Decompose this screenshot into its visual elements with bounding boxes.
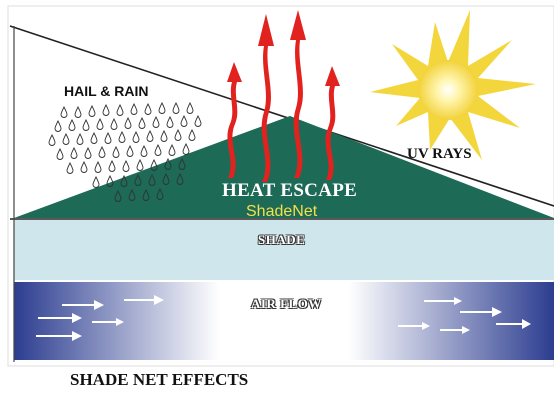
diagram-title: SHADE NET EFFECTS — [70, 370, 249, 389]
heat-escape-label: HEAT ESCAPE — [222, 180, 358, 201]
airflow-arrow-icons — [36, 295, 531, 341]
shade-label: SHADE — [258, 232, 306, 247]
uv-rays-label: UV RAYS — [407, 146, 472, 162]
sun-icon — [370, 10, 536, 160]
shade-band — [14, 220, 554, 280]
shadenet-label: ShadeNet — [246, 203, 318, 220]
heat-arrow-icons — [227, 10, 340, 182]
air-flow-label: AIR FLOW — [251, 296, 322, 311]
hail-rain-label: HAIL & RAIN — [64, 83, 149, 99]
roof-diagonal-line — [9, 25, 554, 207]
shade-net-mound — [14, 116, 554, 218]
